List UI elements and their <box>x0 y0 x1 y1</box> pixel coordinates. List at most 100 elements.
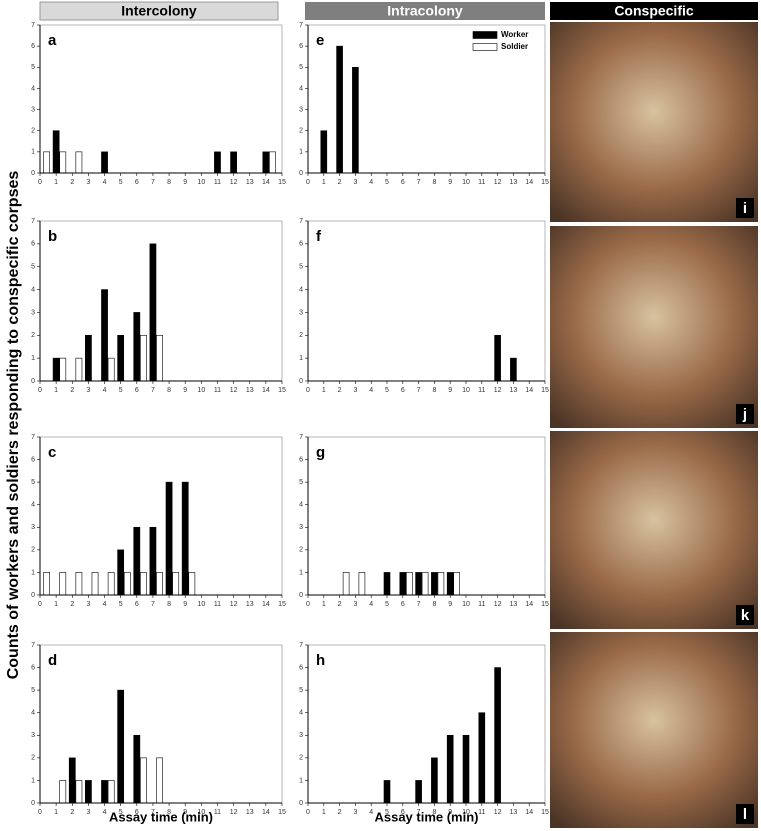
bar <box>149 526 157 596</box>
bar <box>510 357 517 382</box>
y-tick-label: 2 <box>31 547 35 554</box>
x-tick-label: 14 <box>525 601 533 608</box>
bar <box>446 572 454 596</box>
x-tick-label: 3 <box>86 387 90 394</box>
bar <box>446 734 454 804</box>
x-tick-label: 1 <box>322 601 326 608</box>
bar <box>107 780 115 804</box>
bar <box>453 572 461 596</box>
bar <box>59 357 67 382</box>
x-tick-label: 8 <box>432 387 436 394</box>
x-tick-label: 11 <box>214 179 221 186</box>
legend-label: Soldier <box>501 42 528 51</box>
y-tick-label: 5 <box>299 479 303 486</box>
x-tick-label: 5 <box>385 387 389 394</box>
bar <box>123 572 131 596</box>
x-tick-label: 15 <box>541 387 549 394</box>
y-tick-label: 2 <box>299 332 303 339</box>
bar <box>358 572 366 596</box>
y-tick-label: 0 <box>31 800 35 807</box>
x-tick-label: 9 <box>448 179 452 186</box>
bar <box>133 312 141 382</box>
legend-label: Worker <box>501 30 528 39</box>
bar <box>431 757 438 804</box>
x-tick-label: 7 <box>417 387 421 394</box>
y-tick-label: 7 <box>299 642 303 649</box>
x-tick-label: 13 <box>246 179 254 186</box>
bar <box>421 572 429 596</box>
y-tick-label: 5 <box>299 687 303 694</box>
x-tick-label: 13 <box>510 179 518 186</box>
x-tick-label: 12 <box>230 179 238 186</box>
x-tick-label: 10 <box>197 809 205 816</box>
x-tick-label: 5 <box>119 179 123 186</box>
x-tick-label: 13 <box>510 387 518 394</box>
bar <box>149 243 157 382</box>
y-tick-label: 4 <box>31 85 35 92</box>
y-tick-label: 0 <box>31 170 35 177</box>
y-tick-label: 4 <box>299 85 303 92</box>
y-tick-label: 3 <box>299 732 303 739</box>
x-tick-label: 1 <box>322 179 326 186</box>
header: Intracolony <box>387 3 463 19</box>
photo <box>550 632 758 828</box>
x-tick-label: 5 <box>385 179 389 186</box>
x-tick-label: 7 <box>151 387 155 394</box>
x-tick-label: 1 <box>54 387 58 394</box>
x-tick-label: 2 <box>338 179 342 186</box>
y-tick-label: 5 <box>299 64 303 71</box>
plot-frame <box>307 644 546 804</box>
x-tick-label: 9 <box>448 601 452 608</box>
plot-frame <box>39 24 283 174</box>
y-axis-title: Counts of workers and soldiers respondin… <box>5 171 22 680</box>
y-tick-label: 0 <box>31 378 35 385</box>
y-tick-label: 3 <box>299 524 303 531</box>
y-tick-label: 6 <box>31 664 35 671</box>
x-tick-label: 11 <box>214 601 221 608</box>
bar <box>117 549 125 596</box>
x-tick-label: 7 <box>151 809 155 816</box>
y-tick-label: 3 <box>299 309 303 316</box>
x-tick-label: 7 <box>417 179 421 186</box>
x-tick-label: 3 <box>86 601 90 608</box>
bar <box>415 780 422 804</box>
x-tick-label: 8 <box>432 809 436 816</box>
y-tick-label: 4 <box>299 286 303 293</box>
x-tick-label: 15 <box>278 179 286 186</box>
x-tick-label: 13 <box>246 601 254 608</box>
photo-label: l <box>743 806 747 823</box>
photo-label-box <box>736 404 754 424</box>
x-tick-label: 4 <box>103 387 107 394</box>
x-axis-title: Assay time (min) <box>374 809 478 824</box>
bar <box>269 151 276 174</box>
x-tick-label: 12 <box>494 387 502 394</box>
x-tick-label: 4 <box>103 179 107 186</box>
x-tick-label: 5 <box>119 387 123 394</box>
x-tick-label: 14 <box>525 809 533 816</box>
header-box <box>550 2 758 20</box>
bar <box>91 572 99 596</box>
bar <box>59 572 67 596</box>
x-tick-label: 4 <box>369 601 373 608</box>
x-tick-label: 13 <box>246 809 254 816</box>
bar <box>262 151 270 174</box>
x-tick-label: 11 <box>478 809 485 816</box>
x-tick-label: 15 <box>541 809 549 816</box>
x-tick-label: 1 <box>322 809 326 816</box>
bar <box>156 757 163 804</box>
photo <box>550 22 758 222</box>
x-tick-label: 1 <box>54 601 58 608</box>
x-tick-label: 14 <box>525 179 533 186</box>
x-tick-label: 0 <box>306 601 310 608</box>
bar <box>117 689 125 804</box>
y-tick-label: 2 <box>299 128 303 135</box>
y-tick-label: 1 <box>299 777 303 784</box>
x-tick-label: 12 <box>230 387 238 394</box>
x-tick-label: 5 <box>385 601 389 608</box>
x-tick-label: 13 <box>510 601 518 608</box>
x-tick-label: 3 <box>353 809 357 816</box>
x-tick-label: 11 <box>478 387 485 394</box>
x-tick-label: 1 <box>322 387 326 394</box>
plot-frame <box>307 436 546 596</box>
bar <box>101 289 108 382</box>
